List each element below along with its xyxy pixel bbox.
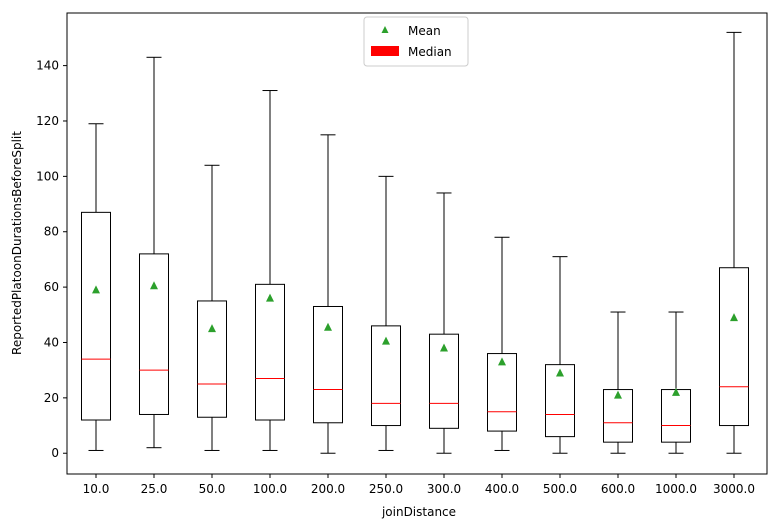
box-group (429, 192, 459, 454)
legend-mean-label: Mean (408, 24, 441, 38)
y-tick-label: 120 (36, 114, 59, 128)
box-group (81, 123, 111, 451)
box-group (603, 311, 633, 454)
mean-marker (730, 313, 738, 322)
y-axis-label: ReportedPlatoonDurationsBeforeSplit (10, 131, 24, 355)
y-tick-label: 100 (36, 169, 59, 183)
box-group (719, 31, 749, 454)
mean-marker (498, 357, 506, 366)
box-group (197, 164, 227, 451)
plot-frame (66, 12, 768, 475)
mean-marker (614, 390, 622, 399)
interquartile-box (197, 300, 227, 418)
box-group (661, 311, 691, 454)
x-tick-label: 300.0 (427, 482, 461, 496)
mean-marker (150, 281, 158, 290)
y-axis: 0 20 40 60 80 100 120 140 (36, 59, 67, 460)
y-tick-label: 80 (44, 225, 59, 239)
x-tick-label: 10.0 (83, 482, 110, 496)
y-tick-label: 60 (44, 280, 59, 294)
interquartile-box (487, 353, 517, 432)
interquartile-box (371, 325, 401, 427)
box-group (545, 256, 575, 454)
x-tick-label: 25.0 (141, 482, 168, 496)
x-tick-label: 50.0 (199, 482, 226, 496)
mean-marker (440, 343, 448, 352)
x-axis-label: joinDistance (381, 505, 456, 519)
box-plot-boxes (81, 31, 749, 454)
interquartile-box (545, 364, 575, 438)
x-tick-label: 500.0 (543, 482, 577, 496)
y-tick-label: 40 (44, 335, 59, 349)
legend: Mean Median (363, 16, 469, 67)
mean-marker (382, 336, 390, 345)
legend-median-label: Median (408, 45, 452, 59)
interquartile-box (429, 333, 459, 429)
interquartile-box (139, 253, 169, 415)
x-tick-label: 100.0 (253, 482, 287, 496)
mean-marker (208, 324, 216, 333)
x-tick-label: 600.0 (601, 482, 635, 496)
box-group (139, 56, 169, 449)
x-tick-label: 200.0 (311, 482, 345, 496)
interquartile-box (81, 211, 111, 421)
mean-marker (556, 368, 564, 377)
mean-marker (324, 322, 332, 331)
legend-mean-marker (381, 26, 389, 33)
y-tick-label: 140 (36, 59, 59, 73)
interquartile-box (255, 283, 285, 421)
box-group (255, 90, 285, 451)
mean-marker (92, 285, 100, 294)
y-tick-label: 20 (44, 391, 59, 405)
interquartile-box (603, 389, 633, 443)
box-group (487, 236, 517, 451)
x-tick-label: 400.0 (485, 482, 519, 496)
interquartile-box (719, 267, 749, 427)
x-tick-label: 250.0 (369, 482, 403, 496)
interquartile-box (313, 305, 343, 424)
legend-median-patch (371, 46, 399, 56)
mean-marker (672, 387, 680, 396)
x-tick-label: 3000.0 (713, 482, 755, 496)
mean-marker (266, 293, 274, 302)
box-group (371, 175, 401, 451)
x-axis: 10.0 25.0 50.0 100.0 200.0 250.0 300.0 400.0 500… (83, 474, 755, 496)
y-tick-label: 0 (51, 446, 59, 460)
x-tick-label: 1000.0 (655, 482, 697, 496)
box-group (313, 134, 343, 454)
interquartile-box (661, 389, 691, 443)
